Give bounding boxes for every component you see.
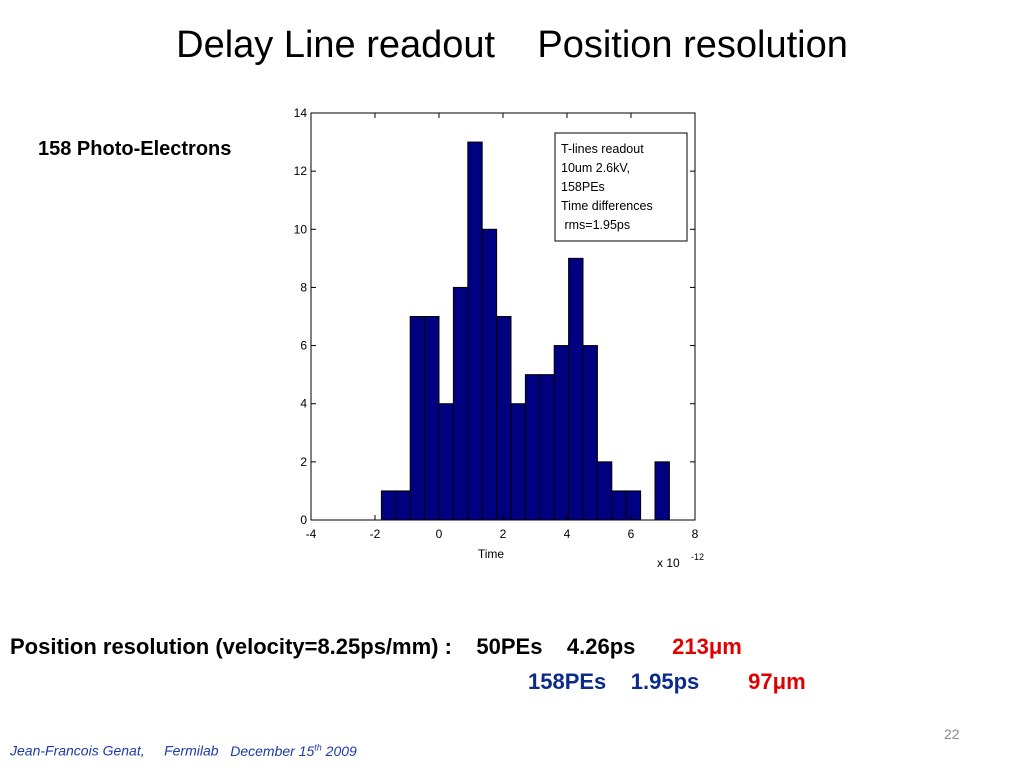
x-axis-label: Time	[478, 547, 505, 561]
x-tick-label: -2	[370, 527, 381, 541]
x-tick-label: 2	[500, 527, 507, 541]
footer-lab: Fermilab	[164, 742, 219, 759]
histogram-bar	[524, 374, 541, 521]
legend-line: T-lines readout	[561, 142, 644, 156]
y-tick-label: 12	[294, 164, 308, 178]
histogram-bar	[611, 490, 627, 521]
histogram-bar	[596, 461, 613, 521]
row1-pes: 50PEs	[476, 634, 543, 659]
histogram-bar	[409, 316, 426, 521]
histogram-bar	[539, 374, 555, 521]
legend-line: rms=1.95ps	[561, 218, 630, 232]
histogram-bar	[553, 345, 570, 521]
x-tick-label: 0	[436, 527, 443, 541]
x-multiplier: x 10	[657, 556, 680, 570]
y-tick-label: 14	[294, 106, 308, 120]
footer-date: December 15th 2009	[230, 742, 357, 759]
histogram-bar	[625, 490, 642, 521]
row2-pes: 158PEs	[528, 669, 607, 694]
histogram-bar	[452, 286, 469, 521]
histogram-bar	[424, 316, 440, 521]
y-tick-label: 10	[294, 222, 308, 236]
histogram-bar	[496, 316, 512, 521]
row1-value: 213μm	[672, 634, 742, 659]
histogram-bar	[510, 403, 526, 521]
histogram-chart: -4 -2 0 2 4 6 8 0 2 4 6 8 10 12 14 Time x 10 -12 T-lines r…	[294, 106, 704, 570]
histogram-bar	[395, 490, 411, 521]
x-tick-label: -4	[306, 527, 317, 541]
histogram-bar	[654, 461, 670, 521]
x-tick-label: 6	[628, 527, 635, 541]
histogram-bar	[380, 490, 397, 521]
resolution-row-1: Position resolution (velocity=8.25ps/mm)…	[10, 634, 742, 660]
resolution-row-2: 158PEs 1.95ps 97μm	[528, 669, 806, 695]
row2-value: 97μm	[748, 669, 806, 694]
x-multiplier-exponent: -12	[691, 552, 704, 562]
photo-electrons-label: 158 Photo-Electrons	[38, 138, 232, 160]
legend-box	[554, 132, 688, 242]
histogram-bar	[481, 228, 498, 521]
page-number: 22	[944, 726, 960, 742]
histogram-bar	[467, 141, 483, 521]
x-tick-label: 4	[564, 527, 571, 541]
y-tick-label: 4	[300, 397, 307, 411]
row2-time: 1.95ps	[630, 669, 700, 694]
footer-author: Jean-Francois Genat,	[10, 742, 145, 759]
y-tick-label: 8	[300, 280, 307, 294]
x-tick-label: 8	[692, 527, 699, 541]
footer: Jean-Francois Genat, Fermilab December 1…	[10, 742, 357, 759]
y-tick-label: 2	[300, 455, 307, 469]
resolution-prefix: Position resolution (velocity=8.25ps/mm)…	[10, 634, 452, 659]
histogram-bar	[438, 403, 454, 521]
y-tick-label: 6	[300, 339, 307, 353]
y-tick-label: 0	[300, 513, 307, 527]
legend-line: 10um 2.6kV,	[561, 161, 630, 175]
legend-line: Time differences	[561, 199, 653, 213]
legend-line: 158PEs	[561, 180, 605, 194]
row1-time: 4.26ps	[566, 634, 636, 659]
histogram-bar	[568, 257, 584, 521]
histogram-bar	[582, 345, 598, 521]
slide-title: Delay Line readout Position resolution	[176, 24, 848, 66]
